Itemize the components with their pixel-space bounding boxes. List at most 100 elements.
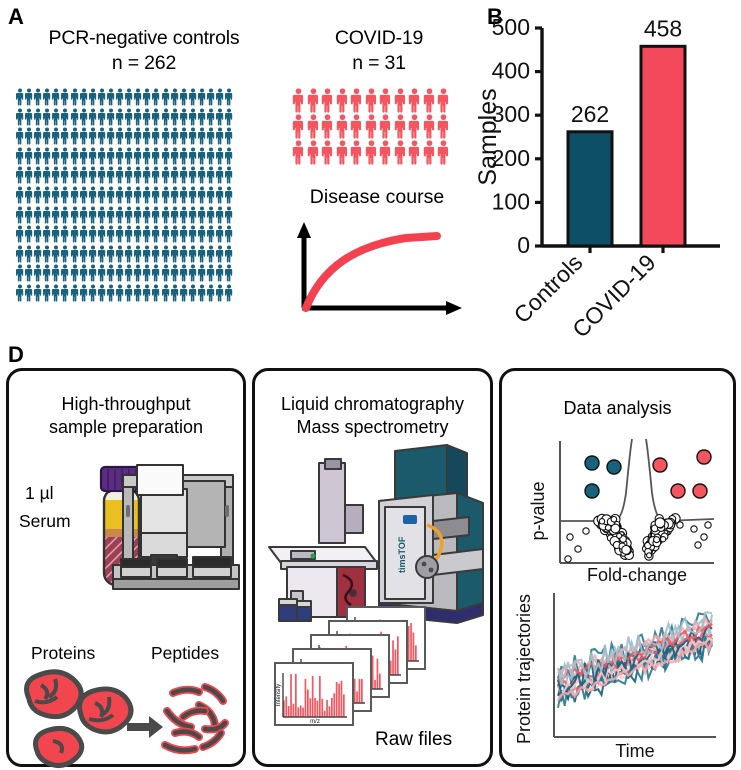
person-icon: [143, 225, 151, 243]
person-icon: [61, 206, 69, 224]
volcano-point-down[interactable]: [584, 455, 600, 471]
person-icon: [179, 127, 187, 145]
person-icon: [321, 114, 333, 139]
trajectories-x-axis-label: Time: [615, 741, 654, 761]
workflow-card-lcms[interactable]: Liquid chromatography Mass spectrometry: [252, 368, 493, 767]
raw-file-card[interactable]: Intensity m/z: [274, 662, 354, 726]
person-icon: [134, 186, 142, 204]
person-icon: [88, 284, 96, 302]
person-icon: [97, 225, 106, 243]
serum-volume-label: 1 µl: [25, 483, 54, 503]
person-icon: [34, 166, 42, 184]
raw-files-label: Raw files: [375, 729, 453, 750]
person-icon: [170, 166, 178, 184]
person-icon: [125, 147, 133, 165]
person-icon: [197, 127, 206, 145]
pictogram-row: [16, 264, 234, 284]
volcano-point-up[interactable]: [696, 449, 712, 465]
arrow-right-icon: [127, 716, 163, 738]
person-icon: [206, 186, 215, 204]
person-icon: [170, 284, 178, 302]
person-icon: [143, 166, 151, 184]
person-icon: [106, 108, 115, 126]
person-icon: [70, 186, 78, 204]
person-icon: [206, 88, 215, 106]
bar-0[interactable]: [566, 130, 614, 248]
volcano-x-axis-label: Fold-change: [587, 565, 687, 585]
person-icon: [125, 284, 133, 302]
person-icon: [125, 206, 133, 224]
person-icon: [350, 114, 362, 139]
disease-course-diagram: Disease course: [282, 186, 472, 316]
person-icon: [365, 140, 376, 165]
person-icon: [116, 88, 124, 106]
covid-n-count: n = 31: [352, 51, 406, 74]
person-icon: [52, 245, 60, 263]
person-icon: [179, 186, 187, 204]
y-axis-tick-label: 0: [517, 232, 530, 258]
person-icon: [16, 166, 24, 184]
trajectory-lines: [556, 611, 714, 708]
person-icon: [79, 108, 87, 126]
controls-title-line1: PCR-negative controls: [48, 27, 240, 49]
person-icon: [97, 284, 106, 302]
person-icon: [25, 186, 33, 204]
person-icon: [134, 166, 142, 184]
person-icon: [170, 88, 178, 106]
person-icon: [143, 127, 151, 145]
person-icon: [292, 88, 304, 113]
person-icon: [216, 166, 224, 184]
person-icon: [161, 108, 169, 126]
person-icon: [106, 166, 115, 184]
volcano-point-down[interactable]: [606, 459, 622, 475]
volcano-point-up[interactable]: [670, 483, 686, 499]
person-icon: [170, 245, 178, 263]
person-icon: [97, 88, 106, 106]
bar-1[interactable]: [639, 44, 687, 248]
person-icon: [106, 88, 115, 106]
person-icon: [152, 284, 160, 302]
person-icon: [16, 206, 24, 224]
person-icon: [88, 108, 96, 126]
person-icon: [70, 206, 78, 224]
person-icon: [43, 127, 51, 145]
bar-value-label: 262: [571, 101, 609, 127]
person-icon: [70, 166, 78, 184]
person-icon: [216, 88, 224, 106]
pictogram-row: [16, 127, 234, 147]
person-icon: [61, 108, 69, 126]
person-icon: [125, 108, 133, 126]
person-icon: [16, 225, 24, 243]
workflow-card-sample-prep[interactable]: High-throughput sample preparation 1 µl …: [6, 368, 246, 769]
person-icon: [225, 108, 233, 126]
volcano-point-up[interactable]: [692, 483, 708, 499]
person-icon: [106, 206, 115, 224]
trajectory-line: [557, 640, 714, 701]
person-icon: [70, 127, 78, 145]
disease-course-plot: [297, 222, 462, 315]
person-icon: [179, 166, 187, 184]
person-icon: [34, 245, 42, 263]
person-icon: [216, 264, 224, 282]
volcano-point-down[interactable]: [584, 483, 600, 499]
protein-trajectories-plot: Protein trajectories Time: [514, 593, 716, 761]
pictogram-row: [16, 166, 234, 186]
person-icon: [79, 186, 87, 204]
person-icon: [16, 108, 24, 126]
person-icon: [116, 127, 124, 145]
trajectory-line: [557, 611, 713, 687]
person-icon: [25, 284, 33, 302]
person-icon: [437, 88, 449, 113]
volcano-significant-points: [584, 449, 712, 499]
covid-people-pictogram: [292, 88, 452, 166]
lc-logo-dot: [310, 553, 316, 559]
person-icon: [79, 284, 87, 302]
volcano-point-up[interactable]: [652, 457, 668, 473]
workflow-card-data-analysis[interactable]: Data analysis p-value Fold-change Protei…: [499, 368, 736, 767]
person-icon: [116, 284, 124, 302]
person-icon: [52, 264, 60, 282]
person-icon: [179, 88, 187, 106]
pictogram-row: [16, 206, 234, 226]
ms-source-dot-1: [421, 561, 427, 567]
person-icon: [134, 127, 142, 145]
